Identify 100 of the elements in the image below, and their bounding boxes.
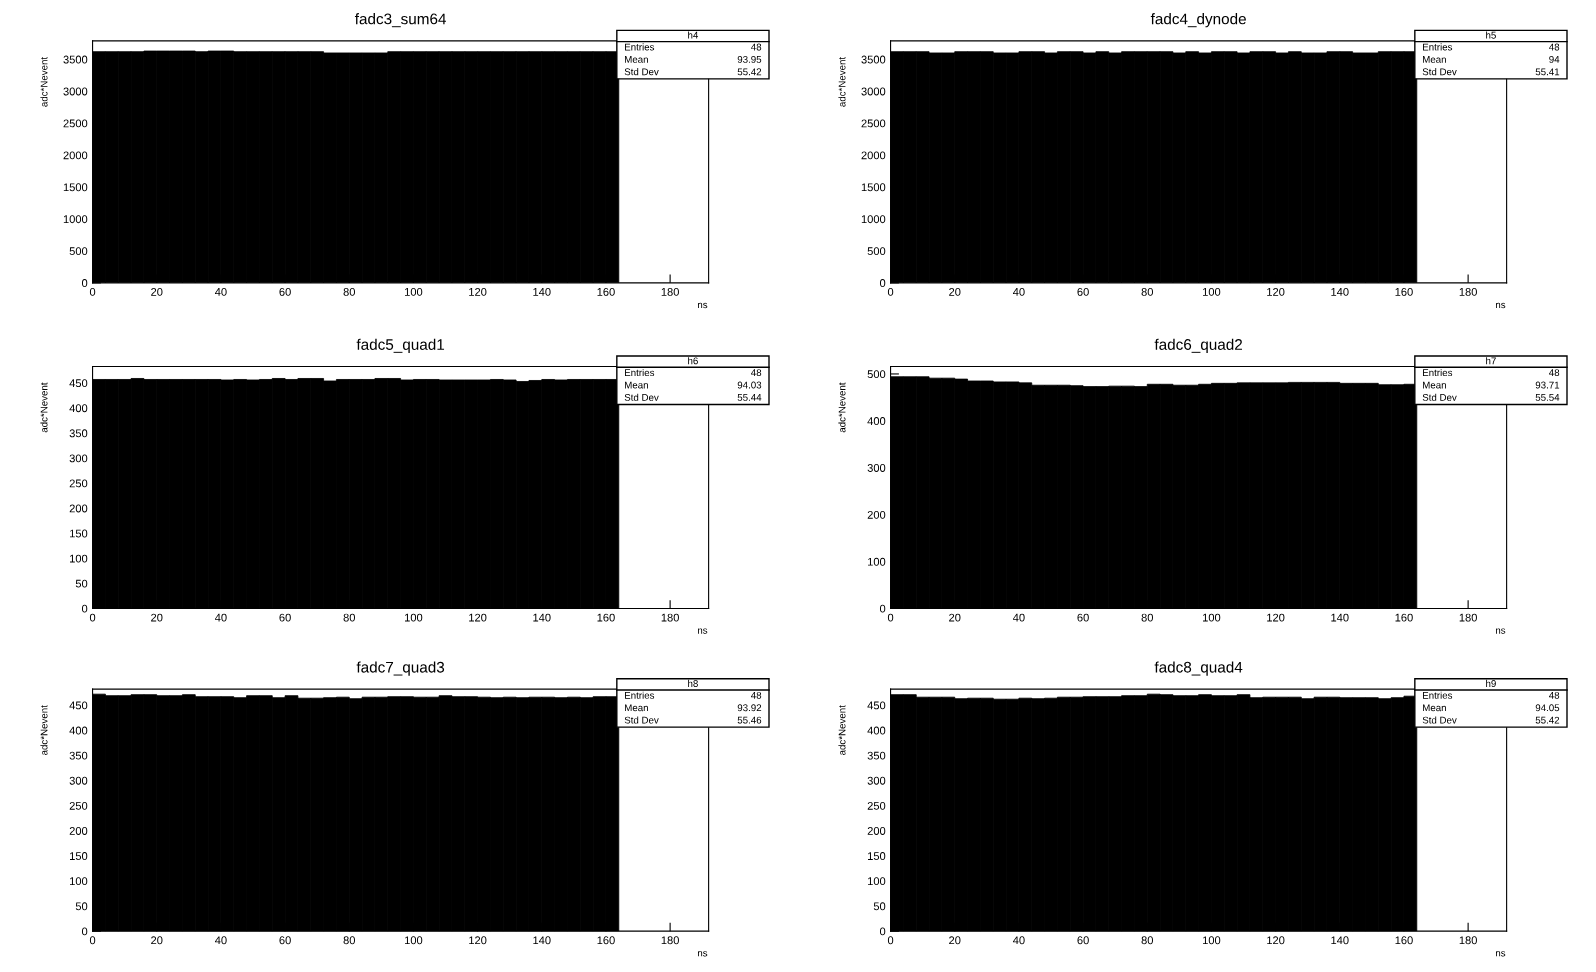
x-tick-label: 0: [89, 288, 96, 296]
y-axis-title: adc*Nevent: [838, 705, 846, 756]
y-tick-label: 250: [69, 801, 88, 810]
y-tick-label: 250: [69, 479, 88, 488]
x-tick-label: 20: [949, 613, 961, 622]
annotation: Mean: [1423, 381, 1446, 389]
y-tick-label: 2000: [63, 151, 88, 160]
text: 48: [1549, 691, 1560, 699]
y-tick-label: 100: [868, 877, 886, 886]
x-tick-label: 0: [887, 936, 894, 945]
text: h9: [1486, 679, 1496, 687]
y-tick-label: 3000: [861, 87, 886, 96]
annotation: Std Dev: [1422, 68, 1457, 76]
text: 93.71: [1535, 381, 1560, 389]
x-tick-label: 160: [1395, 288, 1413, 296]
annotation: Std Dev: [1422, 393, 1457, 401]
y-tick-label: 200: [69, 827, 88, 835]
x-tick-label: 160: [597, 936, 615, 945]
x-tick-label: 100: [1203, 613, 1221, 622]
y-tick-label: 400: [69, 404, 88, 413]
text: 93.92: [737, 704, 762, 712]
x-tick-label: 80: [1141, 936, 1153, 945]
x-tick-label: 0: [89, 613, 96, 622]
x-tick-label: 60: [279, 613, 291, 622]
y-tick-label: 200: [867, 510, 886, 519]
y-tick-label: 0: [81, 927, 88, 936]
chart-title: fadc3_sum64: [354, 13, 447, 28]
x-tick-label: 140: [1331, 288, 1349, 296]
y-tick-label: 1500: [861, 183, 886, 192]
y-tick-label: 0: [879, 279, 886, 287]
x-tick-label: 80: [1141, 613, 1153, 622]
y-tick-label: 150: [868, 852, 886, 860]
x-tick-label: 140: [533, 288, 551, 296]
text: 93.95: [737, 55, 762, 63]
annotation: Mean: [1423, 704, 1446, 712]
annotation: Mean: [625, 381, 648, 389]
annotation: Entries: [1423, 368, 1453, 377]
x-tick-label: 60: [1077, 613, 1089, 622]
x-tick-label: 180: [661, 288, 679, 296]
x-tick-label: 60: [279, 288, 291, 296]
x-tick-label: 120: [469, 613, 487, 622]
text: h6: [688, 357, 698, 365]
y-tick-label: 100: [868, 557, 886, 566]
x-tick-label: 60: [1077, 936, 1089, 945]
x-tick-label: 120: [469, 936, 487, 945]
text: 55.54: [1535, 394, 1560, 401]
y-tick-label: 350: [69, 751, 88, 760]
y-tick-label: 50: [75, 902, 88, 911]
y-tick-label: 0: [879, 927, 886, 936]
y-axis-title: adc*Nevent: [40, 56, 48, 107]
x-tick-label: 160: [1395, 613, 1413, 622]
x-tick-label: 180: [661, 613, 679, 622]
y-tick-label: 500: [867, 247, 886, 256]
y-axis-title: adc*Nevent: [838, 382, 846, 433]
x-tick-label: 20: [151, 288, 163, 296]
x-tick-label: 0: [887, 613, 894, 622]
y-tick-label: 400: [69, 726, 88, 735]
x-tick-label: 120: [469, 288, 487, 296]
chart-title: fadc7_quad3: [356, 661, 445, 676]
x-tick-label: 100: [405, 613, 423, 622]
y-tick-label: 100: [70, 877, 88, 886]
y-tick-label: 300: [867, 776, 886, 785]
x-tick-label: 100: [405, 288, 423, 296]
x-tick-label: 60: [279, 936, 291, 945]
x-tick-label: 40: [1012, 288, 1025, 296]
y-tick-label: 1000: [861, 215, 886, 224]
x-tick-label: 40: [1012, 936, 1025, 945]
y-tick-label: 300: [867, 464, 886, 472]
x-axis-title: ns: [1495, 302, 1506, 309]
y-tick-label: 300: [69, 776, 88, 785]
x-axis-title: ns: [1495, 951, 1506, 957]
y-tick-label: 150: [70, 529, 88, 538]
x-axis-title: ns: [697, 951, 708, 957]
y-axis-title: adc*Nevent: [838, 56, 846, 107]
x-tick-label: 60: [1077, 288, 1089, 296]
text: 94.05: [1535, 704, 1560, 712]
text: 55.42: [1535, 716, 1560, 724]
text: 48: [751, 691, 762, 699]
x-tick-label: 180: [1459, 936, 1477, 945]
y-tick-label: 500: [867, 370, 886, 379]
y-tick-label: 1000: [63, 215, 88, 224]
x-tick-label: 140: [1331, 936, 1349, 945]
x-axis-title: ns: [697, 302, 708, 309]
annotation: Entries: [625, 691, 655, 699]
text: h8: [688, 679, 698, 687]
y-tick-label: 0: [81, 279, 88, 287]
annotation: Std Dev: [624, 716, 659, 724]
y-tick-label: 150: [70, 852, 88, 860]
x-tick-label: 20: [151, 613, 163, 622]
y-axis-title: adc*Nevent: [40, 382, 48, 433]
x-tick-label: 120: [1267, 613, 1285, 622]
x-tick-label: 160: [1395, 936, 1413, 945]
x-tick-label: 160: [597, 613, 615, 622]
y-tick-label: 350: [867, 751, 886, 760]
x-tick-label: 40: [214, 288, 227, 296]
y-tick-label: 200: [867, 827, 886, 835]
y-tick-label: 50: [75, 579, 88, 588]
annotation: Mean: [1423, 56, 1446, 63]
y-tick-label: 0: [879, 604, 886, 613]
x-tick-label: 80: [343, 288, 355, 296]
